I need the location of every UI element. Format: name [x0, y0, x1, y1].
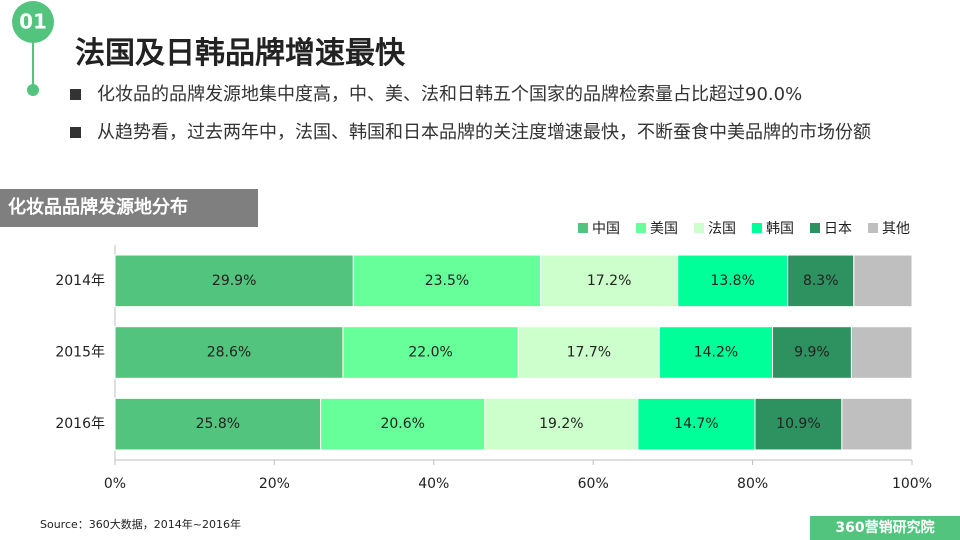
- data-label: 22.0%: [408, 345, 452, 361]
- bar-segment: [484, 397, 639, 451]
- legend-label: 美国: [650, 221, 678, 237]
- bar-segment: [677, 254, 789, 308]
- legend-item: 韩国: [752, 218, 794, 238]
- source: Source：360大数据，2014年~2016年: [40, 518, 241, 531]
- timeline-dot: [27, 84, 39, 96]
- bullet: 从趋势看，过去两年中，法国、韩国和日本品牌的关注度增速最快，不断蚕食中美品牌的市…: [97, 122, 871, 143]
- data-label: 17.7%: [567, 345, 611, 361]
- legend-swatch: [752, 223, 762, 233]
- data-label: 14.2%: [694, 345, 738, 361]
- bar-segment: [772, 326, 852, 379]
- legend-label: 法国: [708, 221, 736, 237]
- section-label: 化妆品品牌发源地分布: [0, 189, 258, 227]
- data-label: 14.7%: [674, 416, 718, 432]
- legend-swatch: [636, 223, 646, 233]
- legend-label: 其他: [882, 221, 910, 237]
- legend-swatch: [868, 223, 878, 233]
- data-label: 28.6%: [207, 345, 251, 361]
- bar-segment: [114, 326, 344, 379]
- bullet-marker: [70, 127, 81, 138]
- legend-label: 日本: [824, 221, 852, 237]
- legend-swatch: [810, 223, 820, 233]
- bar-segment: [841, 397, 913, 451]
- legend-label: 中国: [592, 221, 620, 237]
- x-tick-label: 20%: [259, 476, 290, 492]
- legend-item: 法国: [694, 218, 736, 238]
- data-label: 25.8%: [196, 416, 240, 432]
- bar-segment: [320, 397, 486, 451]
- legend-item: 中国: [578, 218, 620, 238]
- data-label: 29.9%: [212, 273, 256, 289]
- bar-segment: [540, 254, 679, 308]
- legend-item: 其他: [868, 218, 910, 238]
- x-tick-label: 100%: [892, 476, 932, 492]
- y-tick-label: 2014年: [55, 273, 105, 289]
- legend-swatch: [578, 223, 588, 233]
- x-tick-label: 60%: [578, 476, 609, 492]
- x-tick-label: 40%: [418, 476, 449, 492]
- bar-segment: [754, 397, 843, 451]
- bar-segment: [114, 397, 322, 451]
- data-label: 9.9%: [794, 345, 830, 361]
- bar-segment: [658, 326, 774, 379]
- data-label: 20.6%: [380, 416, 424, 432]
- data-label: 17.2%: [587, 273, 631, 289]
- bar-segment: [850, 326, 913, 379]
- bullet-marker: [70, 89, 81, 100]
- logo: 360营销研究院: [810, 516, 960, 540]
- badge: [12, 1, 54, 43]
- bar-segment: [342, 326, 519, 379]
- x-tick-label: 80%: [737, 476, 768, 492]
- title: 法国及日韩品牌增速最快: [75, 36, 405, 71]
- x-tick-label: 0%: [104, 476, 126, 492]
- bar-segment: [853, 254, 913, 308]
- data-label: 23.5%: [425, 273, 469, 289]
- legend: 中国 美国 法国 韩国 日本 其他: [578, 218, 910, 238]
- bar-segment: [787, 254, 855, 308]
- legend-label: 韩国: [766, 221, 794, 237]
- y-tick-label: 2016年: [55, 416, 105, 432]
- bullet: 化妆品的品牌发源地集中度高，中、美、法和日韩五个国家的品牌检索量占比超过90.0…: [97, 84, 803, 105]
- badge-number: 01: [19, 10, 47, 34]
- legend-item: 日本: [810, 218, 852, 238]
- data-label: 8.3%: [803, 273, 839, 289]
- bar-segment: [637, 397, 756, 451]
- legend-item: 美国: [636, 218, 678, 238]
- legend-swatch: [694, 223, 704, 233]
- data-label: 19.2%: [539, 416, 583, 432]
- bar-segment: [517, 326, 660, 379]
- y-tick-label: 2015年: [55, 345, 105, 361]
- data-label: 10.9%: [776, 416, 820, 432]
- data-label: 13.8%: [710, 273, 754, 289]
